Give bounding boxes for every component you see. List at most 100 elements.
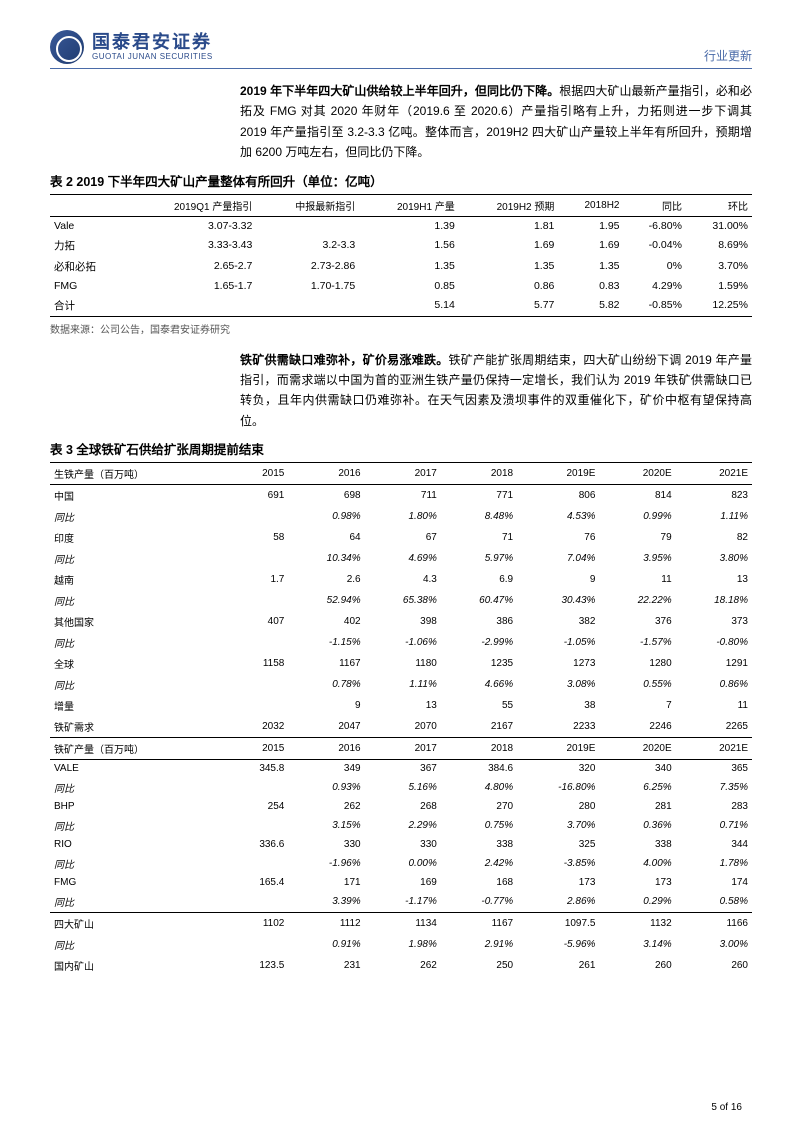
table3-cell: 58 xyxy=(228,527,288,548)
company-logo-icon xyxy=(50,30,84,64)
table3-cell: 1.11% xyxy=(365,674,441,695)
logo-block: 国泰君安证券 GUOTAI JUNAN SECURITIES xyxy=(50,30,213,64)
table3-cell xyxy=(228,695,288,716)
table3-cell xyxy=(228,590,288,611)
table3-cell xyxy=(228,815,288,836)
table2-row: 必和必拓2.65-2.72.73-2.861.351.351.350%3.70% xyxy=(50,256,752,277)
table3-cell: 4.00% xyxy=(599,853,675,874)
table2-cell: 1.35 xyxy=(359,256,459,277)
table3-cell: 270 xyxy=(441,798,517,815)
table3-cell: 814 xyxy=(599,485,675,507)
table2-row: 合计5.145.775.82-0.85%12.25% xyxy=(50,295,752,317)
table3-cell: -2.99% xyxy=(441,632,517,653)
table3-cell: 231 xyxy=(288,955,364,976)
table2-col-3: 2019H1 产量 xyxy=(359,194,459,216)
table3-col: 2019E xyxy=(517,463,599,485)
table3-cell: 2070 xyxy=(365,716,441,738)
table2-cell: 1.81 xyxy=(459,216,559,235)
table2-cell: 5.82 xyxy=(558,295,623,317)
table3-row: 印度58646771767982 xyxy=(50,527,752,548)
table3-row: RIO336.6330330338325338344 xyxy=(50,836,752,853)
table2-cell: -6.80% xyxy=(624,216,686,235)
table3-cell: 22.22% xyxy=(599,590,675,611)
table3-cell: 9 xyxy=(517,569,599,590)
table3-row-label: 其他国家 xyxy=(50,611,228,632)
table3-cell: 2.29% xyxy=(365,815,441,836)
table3-col: 2020E xyxy=(599,738,675,760)
table3-cell: 262 xyxy=(288,798,364,815)
table3-cell: 771 xyxy=(441,485,517,507)
table3-cell: -16.80% xyxy=(517,777,599,798)
table3-cell: -5.96% xyxy=(517,934,599,955)
table2-cell: 1.35 xyxy=(558,256,623,277)
table3-cell: 11 xyxy=(676,695,752,716)
table3-cell xyxy=(228,674,288,695)
table3-cell: 691 xyxy=(228,485,288,507)
table3-cell: 76 xyxy=(517,527,599,548)
table3-row: 增量9135538711 xyxy=(50,695,752,716)
table3-cell: -1.96% xyxy=(288,853,364,874)
table3-cell: 4.53% xyxy=(517,506,599,527)
table2-row: 力拓3.33-3.433.2-3.31.561.691.69-0.04%8.69… xyxy=(50,235,752,256)
table3-col: 2021E xyxy=(676,463,752,485)
table3-cell: 260 xyxy=(676,955,752,976)
table3-row: 铁矿需求2032204720702167223322462265 xyxy=(50,716,752,738)
table3-row: 越南1.72.64.36.991113 xyxy=(50,569,752,590)
table3-cell: 0.36% xyxy=(599,815,675,836)
table3-cell xyxy=(228,891,288,913)
table3-cell: 13 xyxy=(676,569,752,590)
table2-cell: 2.65-2.7 xyxy=(126,256,257,277)
table3-cell: 367 xyxy=(365,760,441,778)
table3-cell: 6.25% xyxy=(599,777,675,798)
table2-cell: 0.85 xyxy=(359,277,459,295)
table3-cell: 0.99% xyxy=(599,506,675,527)
table3-cell: 9 xyxy=(288,695,364,716)
table3-cell: 386 xyxy=(441,611,517,632)
table3-cell: 1280 xyxy=(599,653,675,674)
table3-cell: 254 xyxy=(228,798,288,815)
table3-cell: 11 xyxy=(599,569,675,590)
table2-cell: 1.95 xyxy=(558,216,623,235)
table3-row-label: 同比 xyxy=(50,674,228,695)
table2-cell: 3.2-3.3 xyxy=(256,235,359,256)
table3-row-label: 同比 xyxy=(50,777,228,798)
table3-cell: 1134 xyxy=(365,913,441,935)
table2-cell: 0.83 xyxy=(558,277,623,295)
table3-cell: 0.78% xyxy=(288,674,364,695)
table3-row: 国内矿山123.5231262250261260260 xyxy=(50,955,752,976)
table3-col: 生铁产量（百万吨） xyxy=(50,463,228,485)
table2-cell: 12.25% xyxy=(686,295,752,317)
table3-row: 同比3.15%2.29%0.75%3.70%0.36%0.71% xyxy=(50,815,752,836)
table2-col-4: 2019H2 预期 xyxy=(459,194,559,216)
table3-row-label: 国内矿山 xyxy=(50,955,228,976)
table3-cell: 3.70% xyxy=(517,815,599,836)
table3-cell: 0.55% xyxy=(599,674,675,695)
table3-row-label: 增量 xyxy=(50,695,228,716)
table3-row: FMG165.4171169168173173174 xyxy=(50,874,752,891)
table3-cell: 349 xyxy=(288,760,364,778)
table3-cell: 1167 xyxy=(288,653,364,674)
table3-row-label: 同比 xyxy=(50,548,228,569)
table3-cell: -0.77% xyxy=(441,891,517,913)
table3-col: 2015 xyxy=(228,738,288,760)
table3-row-label: 四大矿山 xyxy=(50,913,228,935)
table3-col: 2018 xyxy=(441,463,517,485)
table2-row: FMG1.65-1.71.70-1.750.850.860.834.29%1.5… xyxy=(50,277,752,295)
table3-cell: 2.91% xyxy=(441,934,517,955)
table2-cell: 1.35 xyxy=(459,256,559,277)
table3-row-label: 越南 xyxy=(50,569,228,590)
table3-row: 同比0.78%1.11%4.66%3.08%0.55%0.86% xyxy=(50,674,752,695)
table3-cell: -1.06% xyxy=(365,632,441,653)
table3-col: 2015 xyxy=(228,463,288,485)
table3-cell: 5.16% xyxy=(365,777,441,798)
table3-cell: 338 xyxy=(441,836,517,853)
table3-cell: 711 xyxy=(365,485,441,507)
table2-cell: 4.29% xyxy=(624,277,686,295)
table3-cell: 10.34% xyxy=(288,548,364,569)
table3-row: 其他国家407402398386382376373 xyxy=(50,611,752,632)
table3-cell: 398 xyxy=(365,611,441,632)
table3-col: 2019E xyxy=(517,738,599,760)
table3-cell: 2246 xyxy=(599,716,675,738)
table3-cell: 4.80% xyxy=(441,777,517,798)
table3-cell: -1.17% xyxy=(365,891,441,913)
